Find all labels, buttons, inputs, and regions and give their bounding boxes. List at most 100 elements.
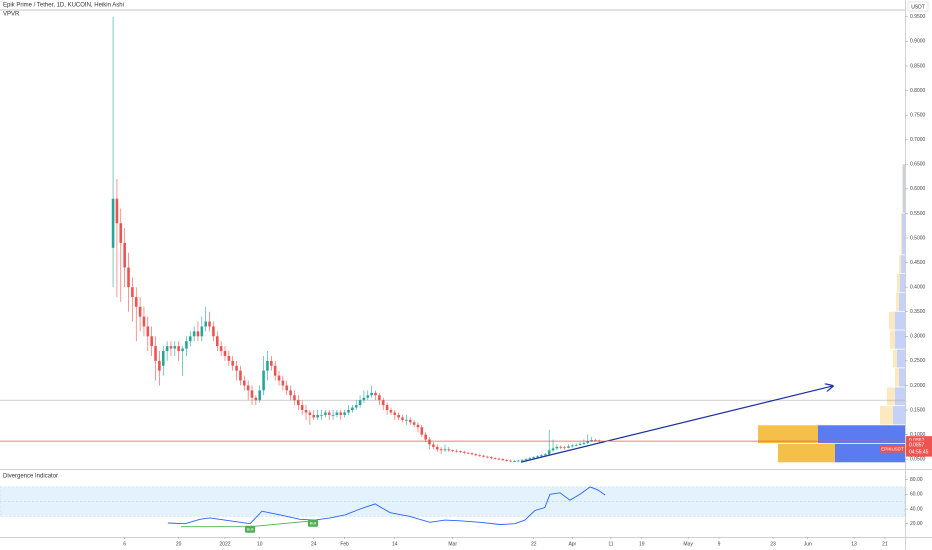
y-tick-label: 0.7000 [910, 137, 926, 143]
candle-body [208, 321, 211, 327]
x-tick-label: 10 [257, 541, 263, 547]
close-label: 0.0857 [909, 442, 925, 448]
y-tick-label: 0.2000 [910, 383, 926, 389]
axes: 0.0500 0.1000 0.1500 0.2000 0.2500 0.3000 0.35… [123, 14, 925, 547]
profile-up [901, 255, 905, 274]
y-tick-label: 0.5500 [910, 211, 926, 217]
candle-body [312, 414, 316, 418]
indicator-tick-label: 80.00 [910, 477, 923, 483]
profile-down [896, 293, 899, 311]
candle-body [366, 395, 370, 398]
indicator-name: VPVR [3, 12, 20, 18]
candle-body [354, 405, 358, 408]
candle-body [119, 223, 123, 243]
candle-body [219, 346, 223, 352]
candle-body [513, 461, 516, 462]
price-pane [0, 16, 905, 463]
candle-body [339, 412, 343, 415]
candle-body [493, 458, 497, 459]
profile-down [889, 311, 895, 330]
profile-down [893, 349, 897, 368]
y-tick-label: 0.6500 [910, 162, 926, 168]
candle-body [165, 346, 169, 352]
x-tick-label: 24 [311, 541, 317, 547]
candle-body [528, 458, 532, 460]
candle-body [420, 427, 424, 435]
candle-body [443, 449, 447, 451]
y-tick-label: 0.4000 [910, 284, 926, 290]
candle-body [505, 460, 509, 461]
profile-up [895, 387, 905, 406]
x-tick-label: 6 [123, 541, 126, 547]
candle-body [582, 442, 586, 444]
x-tick-label: Mar [448, 541, 457, 547]
candle-body [304, 410, 308, 413]
y-tick-label: 0.2500 [910, 358, 926, 364]
profile-down [778, 443, 835, 463]
candle-body [262, 370, 265, 391]
candle-body [231, 360, 235, 366]
candle-body [300, 405, 304, 411]
countdown: 04:55:45 [909, 449, 929, 455]
candle-body [158, 360, 161, 371]
candle-body [134, 296, 138, 307]
candle-body [540, 455, 543, 457]
candle-body [401, 417, 404, 420]
x-tick-label: 2022 [219, 541, 230, 547]
profile-up [895, 311, 905, 330]
candle-body [320, 414, 323, 416]
profile-up [897, 349, 905, 368]
candle-body [285, 385, 289, 391]
candle-body [239, 370, 242, 381]
candle-body [474, 454, 478, 456]
candle-body [150, 336, 153, 347]
indicator-tick-label: 20.00 [910, 521, 923, 527]
y-tick-label: 0.9500 [910, 14, 926, 20]
candle-body [408, 419, 412, 423]
candle-body [489, 457, 493, 459]
candle-body [432, 444, 435, 447]
candle-body [351, 407, 354, 411]
x-tick-label: Jun [804, 541, 812, 547]
candle-body [289, 390, 292, 396]
candle-body [192, 331, 196, 337]
candle-body [246, 385, 250, 391]
candle-body [146, 326, 150, 337]
candle-body [397, 414, 400, 418]
candle-body [204, 321, 207, 327]
profile-up [818, 425, 905, 444]
profile-up [895, 330, 905, 349]
candle-body [281, 380, 285, 386]
x-tick-label: 23 [770, 541, 776, 547]
candle-body [227, 355, 231, 361]
candle-body [517, 460, 520, 462]
candle-body [509, 460, 512, 462]
candle-body [215, 336, 219, 347]
candle-body [358, 400, 362, 406]
candle-body [308, 412, 312, 415]
candle-body [250, 390, 254, 398]
divergence-line [250, 520, 314, 528]
y-tick-label: 0.5000 [910, 235, 926, 241]
candle-body [154, 346, 157, 361]
candle-body [563, 447, 566, 449]
y-tick-label: 0.4500 [910, 260, 926, 266]
candle-body [459, 451, 462, 453]
candle-body [266, 360, 269, 371]
x-tick-label: 13 [851, 541, 857, 547]
candle-body [482, 455, 485, 457]
candle-body [466, 452, 470, 454]
symbol-label: EPIKUSDT [881, 446, 904, 451]
candle-body [270, 360, 273, 366]
candle-body [235, 365, 238, 371]
profile-down [902, 164, 903, 213]
y-tick-label: 0.7500 [910, 112, 926, 118]
candle-body [293, 395, 296, 401]
indicator-pane: Bull Bull [0, 486, 905, 533]
indicator-line [167, 486, 606, 525]
candle-body [169, 346, 173, 349]
close-label-box [906, 440, 932, 457]
x-tick-label: 11 [608, 541, 613, 547]
candle-body [277, 375, 281, 381]
